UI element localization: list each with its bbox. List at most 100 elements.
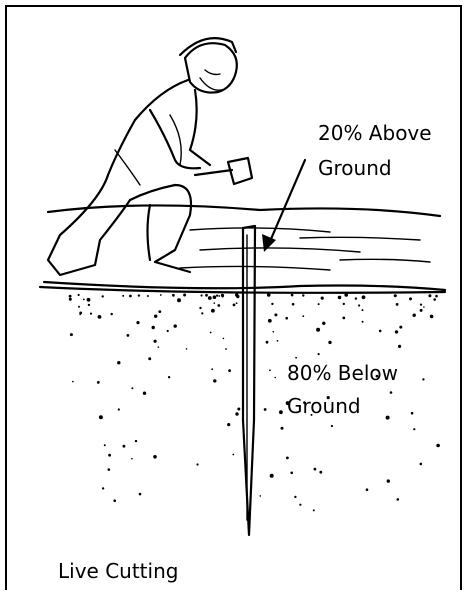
soil-dot [211,309,215,313]
soil-dot [223,338,225,340]
soil-dot [154,315,157,318]
soil-dot [143,392,146,395]
soil-dot [321,297,324,300]
soil-dot [331,425,333,427]
soil-dot [235,412,238,415]
soil-dot [362,321,364,323]
soil-dot [201,312,203,314]
page: 20% Above Ground 80% Below Ground Live C… [0,0,467,590]
soil-dot [127,334,130,337]
soil-dot [366,488,369,491]
soil-dot [217,304,220,307]
soil-dot [129,295,132,298]
soil-dot [177,298,181,302]
soil-dot [302,294,304,296]
soil-dot [148,357,151,360]
soil-dot [395,295,397,297]
soil-dot [199,307,201,309]
soil-dot [399,326,402,329]
soil-dot [111,313,113,315]
soil-dot [172,294,175,297]
soil-dot [72,381,74,383]
soil-dot [395,330,398,333]
soil-dot [139,493,142,496]
soil-dot [436,444,440,448]
soil-dot [264,408,267,411]
soil-dot [318,353,320,355]
soil-dot [154,340,157,343]
person [48,38,252,275]
below-label: 80% Below [287,361,398,385]
soil-dot [302,315,304,317]
soil-dot [118,408,120,410]
soil-dot [90,313,92,315]
soil-dot [225,348,227,350]
log [44,205,445,290]
soil-dot [138,294,140,296]
soil-dot [270,474,274,478]
soil-dot [428,294,431,297]
soil-dot [286,457,289,460]
soil-dot [88,304,90,306]
soil-dot [316,328,320,332]
soil-dot [279,410,283,414]
soil-dot [411,412,414,415]
soil-dot [69,298,72,301]
soil-dot [387,479,390,482]
soil-dot [398,345,401,348]
soil-dot [69,295,72,298]
soil-dot [70,333,73,336]
soil-dot [314,468,317,471]
soil-dot [235,293,238,296]
soil-dot [396,303,399,306]
soil-dot [205,294,208,297]
soil-dot [274,313,277,316]
soil-dot [343,303,345,305]
soil-dot [158,310,161,313]
soil-dot [213,379,216,382]
soil-dot [131,458,133,460]
soil-dot [269,369,271,371]
soil-dot [123,445,126,448]
soil-dot [131,387,133,389]
soil-dot [319,471,322,474]
soil-dot [117,361,120,364]
soil-dot [228,369,231,372]
soil-dot [413,314,416,317]
soil-dot [210,332,212,334]
soil-dot [102,487,104,489]
arrow [262,160,305,252]
soil-dot [232,454,234,456]
soil-dot [79,312,82,315]
above-label: 20% Above [318,121,432,145]
soil-dot [413,428,415,430]
soil-dot [87,298,91,302]
soil-dot [386,416,390,420]
soil-dot [338,296,342,300]
soil-dot [318,303,320,305]
soil-dot [153,455,157,459]
soil-dot [183,294,186,297]
soil-dot [260,495,262,497]
soil-dot [213,295,217,299]
soil-dot [435,295,438,298]
soil-dot [273,331,275,333]
above-label: Ground [318,156,392,180]
soil-dot [344,293,348,297]
soil-dot [78,306,80,308]
soil-dot [97,381,100,384]
soil-dot [216,295,218,297]
soil-dot [152,326,155,329]
soil-dot [277,340,279,342]
soil-dot [433,298,436,301]
soil-dot [160,294,162,296]
soil-dot [227,423,230,426]
soil-dot [167,330,169,332]
below-label: Ground [287,394,361,418]
soil-dot [358,304,360,306]
soil-dot [221,295,223,297]
soil-dot [237,408,240,411]
soil-dot [108,454,111,457]
caption: Live Cutting [58,559,178,583]
soil-dot [113,499,116,502]
